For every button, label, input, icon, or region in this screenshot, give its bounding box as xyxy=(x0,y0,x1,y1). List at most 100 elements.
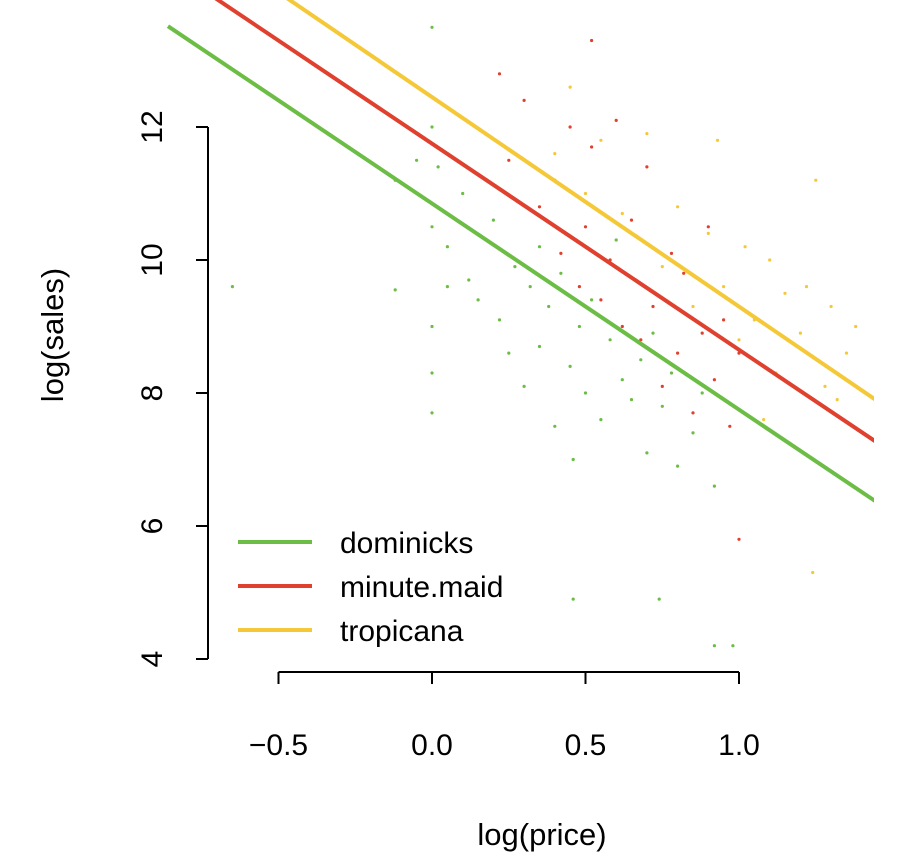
dominicks-point-9 xyxy=(430,411,434,415)
y-tick-label: 6 xyxy=(136,518,169,535)
minute.maid-point-14 xyxy=(620,324,624,329)
minute.maid-point-9 xyxy=(590,38,594,43)
minute.maid-point-8 xyxy=(583,225,588,229)
dominicks-point-32 xyxy=(590,298,594,302)
y-tick-label: 12 xyxy=(136,110,169,143)
dominicks-point-15 xyxy=(476,298,480,302)
tropicana-point-11 xyxy=(722,285,726,289)
dominicks-point-10 xyxy=(436,165,440,169)
dominicks-point-49 xyxy=(731,644,735,648)
dominicks-point-8 xyxy=(430,371,434,375)
dominicks-point-43 xyxy=(669,371,674,375)
x-tick-label: 0.0 xyxy=(411,729,453,762)
dominicks-point-38 xyxy=(639,358,643,362)
dominicks-point-7 xyxy=(430,324,434,329)
dominicks-fit-line xyxy=(166,24,874,503)
tropicana-point-16 xyxy=(768,258,772,262)
dominicks-point-40 xyxy=(651,331,655,335)
data-points xyxy=(230,25,858,648)
minute.maid-point-1 xyxy=(507,158,511,162)
dominicks-point-3 xyxy=(415,158,419,162)
tropicana-point-0 xyxy=(553,152,557,156)
minute.maid-point-2 xyxy=(522,98,526,102)
minute.maid-point-15 xyxy=(629,218,634,222)
minute.maid-fit-line xyxy=(214,0,874,443)
tropicana-point-12 xyxy=(737,338,741,342)
minute.maid-point-19 xyxy=(660,384,664,388)
tropicana-point-18 xyxy=(783,291,787,295)
dominicks-point-5 xyxy=(430,125,434,129)
dominicks-point-48 xyxy=(712,644,717,648)
dominicks-point-18 xyxy=(507,351,511,355)
dominicks-point-34 xyxy=(608,338,612,342)
dominicks-point-46 xyxy=(700,391,704,395)
dominicks-point-33 xyxy=(599,418,603,422)
dominicks-point-1 xyxy=(393,288,397,292)
dominicks-point-21 xyxy=(528,285,532,289)
dominicks-point-24 xyxy=(547,304,551,309)
x-tick-label: 1.0 xyxy=(718,729,760,762)
tropicana-point-15 xyxy=(762,418,766,422)
minute.maid-point-7 xyxy=(577,285,582,289)
tropicana-point-27 xyxy=(844,351,849,355)
minute.maid-point-26 xyxy=(712,378,717,382)
tropicana-point-25 xyxy=(829,304,833,309)
minute.maid-point-3 xyxy=(537,205,542,209)
minute.maid-point-0 xyxy=(497,72,502,76)
tropicana-point-7 xyxy=(676,205,680,209)
minute.maid-point-18 xyxy=(651,304,655,309)
tropicana-point-26 xyxy=(835,398,839,402)
minute.maid-point-30 xyxy=(737,537,741,541)
dominicks-point-13 xyxy=(461,191,465,196)
dominicks-point-31 xyxy=(583,391,588,395)
minute.maid-point-25 xyxy=(706,225,710,229)
tropicana-point-22 xyxy=(811,570,815,575)
x-tick-label: 0.5 xyxy=(565,729,607,762)
y-axis-label: log(sales) xyxy=(35,268,70,402)
dominicks-point-27 xyxy=(568,364,572,368)
minute.maid-point-13 xyxy=(614,118,618,122)
dominicks-point-20 xyxy=(522,384,526,388)
tropicana-point-5 xyxy=(645,132,649,136)
tropicana-point-28 xyxy=(854,324,858,329)
legend-label-dominicks: dominicks xyxy=(340,527,473,560)
tropicana-point-6 xyxy=(660,265,664,269)
tropicana-point-23 xyxy=(814,178,818,182)
dominicks-point-6 xyxy=(430,225,434,229)
dominicks-point-39 xyxy=(645,451,649,455)
tropicana-fit-line xyxy=(286,0,874,402)
y-tick-label: 4 xyxy=(136,651,169,668)
legend: dominicks minute.maid tropicana xyxy=(238,527,503,648)
minute.maid-point-5 xyxy=(559,251,563,255)
dominicks-point-45 xyxy=(691,431,695,435)
tropicana-point-10 xyxy=(715,138,720,142)
tropicana-point-13 xyxy=(743,245,747,249)
dominicks-point-11 xyxy=(445,245,449,249)
tropicana-point-24 xyxy=(823,384,827,388)
minute.maid-point-28 xyxy=(728,424,732,428)
dominicks-point-0 xyxy=(230,285,234,289)
dominicks-point-22 xyxy=(537,245,542,249)
y-tick-label: 8 xyxy=(136,385,169,402)
tropicana-point-1 xyxy=(568,85,572,89)
x-axis-label: log(price) xyxy=(477,817,606,852)
dominicks-point-47 xyxy=(712,484,717,488)
x-tick-label: −0.5 xyxy=(249,729,308,762)
dominicks-point-19 xyxy=(513,265,517,269)
minute.maid-point-17 xyxy=(645,165,649,169)
dominicks-point-4 xyxy=(430,25,434,29)
minute.maid-point-11 xyxy=(599,298,603,302)
dominicks-point-25 xyxy=(553,424,557,428)
dominicks-point-42 xyxy=(660,404,664,408)
tropicana-point-8 xyxy=(691,304,695,309)
dominicks-point-26 xyxy=(559,271,563,275)
dominicks-point-14 xyxy=(467,278,471,282)
minute.maid-point-10 xyxy=(590,145,594,149)
dominicks-point-29 xyxy=(571,597,575,601)
dominicks-point-16 xyxy=(491,218,495,222)
dominicks-point-35 xyxy=(614,238,618,242)
dominicks-point-28 xyxy=(571,457,575,462)
axes: 4 6 8 10 12 −0.5 0.0 0.5 1.0 xyxy=(136,110,760,762)
tropicana-point-4 xyxy=(620,211,624,216)
